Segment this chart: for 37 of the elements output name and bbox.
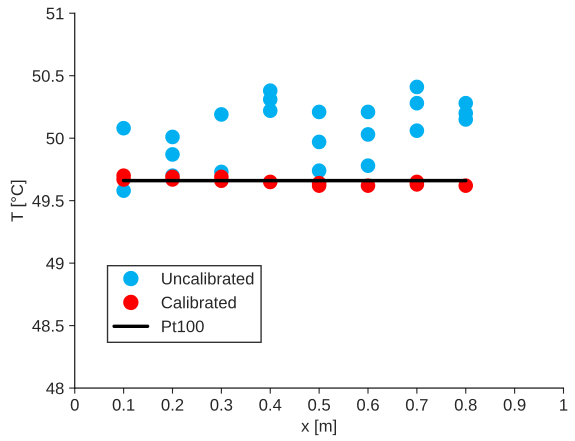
x-tick-label: 0.6 bbox=[357, 398, 379, 411]
y-tick-label: 50.5 bbox=[32, 70, 64, 82]
x-tick-label: 0.3 bbox=[210, 398, 232, 411]
y-tick-label: 51 bbox=[46, 8, 64, 20]
x-tick-label: 0.8 bbox=[454, 398, 477, 411]
point bbox=[410, 96, 424, 110]
y-tick-label: 48 bbox=[46, 382, 64, 394]
y-tick-label: 50 bbox=[46, 132, 64, 144]
x-tick-label: 1 bbox=[560, 399, 568, 411]
y-tick-label: 49 bbox=[46, 258, 64, 270]
point bbox=[262, 103, 278, 118]
legend-label: Pt100 bbox=[162, 320, 204, 332]
point bbox=[410, 80, 424, 94]
point bbox=[214, 107, 229, 122]
y-tick-label: 48.5 bbox=[32, 320, 64, 332]
point bbox=[165, 147, 180, 162]
x-tick-label: 0.2 bbox=[162, 398, 184, 411]
x-tick-label: 0.5 bbox=[308, 398, 330, 411]
point bbox=[312, 163, 326, 178]
legend-label: Calibrated bbox=[162, 296, 236, 308]
x-tick-label: 0.1 bbox=[112, 398, 134, 411]
y-axis-title: T [°C] bbox=[10, 180, 26, 222]
x-tick-label: 0.9 bbox=[504, 398, 526, 411]
point bbox=[116, 120, 131, 136]
point bbox=[165, 130, 180, 144]
x-axis-title: x [m] bbox=[301, 420, 336, 436]
point bbox=[410, 123, 424, 138]
x-tick-label: 0.4 bbox=[259, 398, 282, 411]
legend-label: Uncalibrated bbox=[162, 272, 254, 285]
x-tick-label: 0 bbox=[70, 398, 79, 411]
x-tick-label: 0.7 bbox=[406, 398, 428, 411]
point bbox=[312, 134, 326, 150]
point bbox=[360, 158, 376, 173]
point bbox=[360, 127, 376, 142]
point bbox=[312, 104, 326, 120]
y-tick-label: 49.5 bbox=[32, 195, 64, 207]
point bbox=[360, 104, 376, 120]
